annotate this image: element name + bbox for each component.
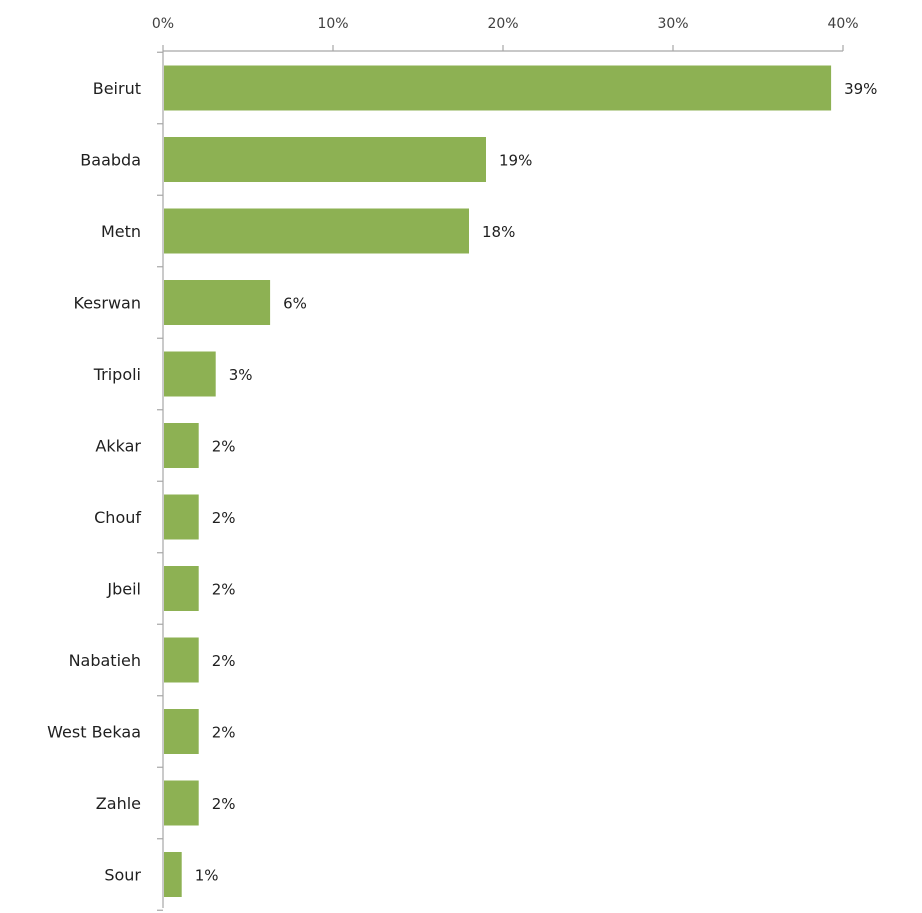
category-label: Zahle: [96, 794, 141, 813]
x-tick-label: 40%: [827, 16, 858, 32]
category-label: Baabda: [80, 151, 141, 170]
data-label: 3%: [229, 366, 253, 384]
category-label: Chouf: [94, 508, 141, 527]
bar: [164, 208, 469, 254]
data-label: 2%: [212, 795, 236, 813]
x-tick-label: 0%: [152, 16, 174, 32]
category-label: Beirut: [93, 79, 141, 98]
data-label: 2%: [212, 652, 236, 670]
bar: [164, 852, 182, 897]
x-tick-label: 10%: [317, 16, 348, 32]
data-label: 2%: [212, 581, 236, 599]
x-tick-label: 20%: [487, 16, 518, 32]
bar: [164, 566, 199, 611]
category-label: Sour: [104, 866, 141, 885]
x-tick-label: 30%: [657, 16, 688, 32]
data-label: 2%: [212, 438, 236, 456]
bar: [164, 423, 199, 468]
category-label: Akkar: [95, 437, 141, 456]
bar: [164, 351, 216, 397]
category-label: West Bekaa: [47, 723, 141, 742]
category-label: Kesrwan: [74, 294, 141, 313]
data-label: 19%: [499, 152, 532, 170]
data-label: 6%: [283, 295, 307, 313]
bar: [164, 709, 199, 754]
bar: [164, 65, 832, 111]
bar: [164, 637, 199, 683]
data-label: 39%: [844, 80, 877, 98]
bar: [164, 494, 199, 540]
data-label: 2%: [212, 724, 236, 742]
data-label: 1%: [195, 867, 219, 885]
bar: [164, 780, 199, 826]
category-label: Metn: [101, 222, 141, 241]
data-label: 18%: [482, 223, 515, 241]
category-label: Jbeil: [106, 580, 141, 599]
bar: [164, 280, 271, 325]
category-label: Tripoli: [93, 365, 141, 384]
data-label: 2%: [212, 509, 236, 527]
bar: [164, 137, 486, 182]
category-label: Nabatieh: [69, 651, 141, 670]
